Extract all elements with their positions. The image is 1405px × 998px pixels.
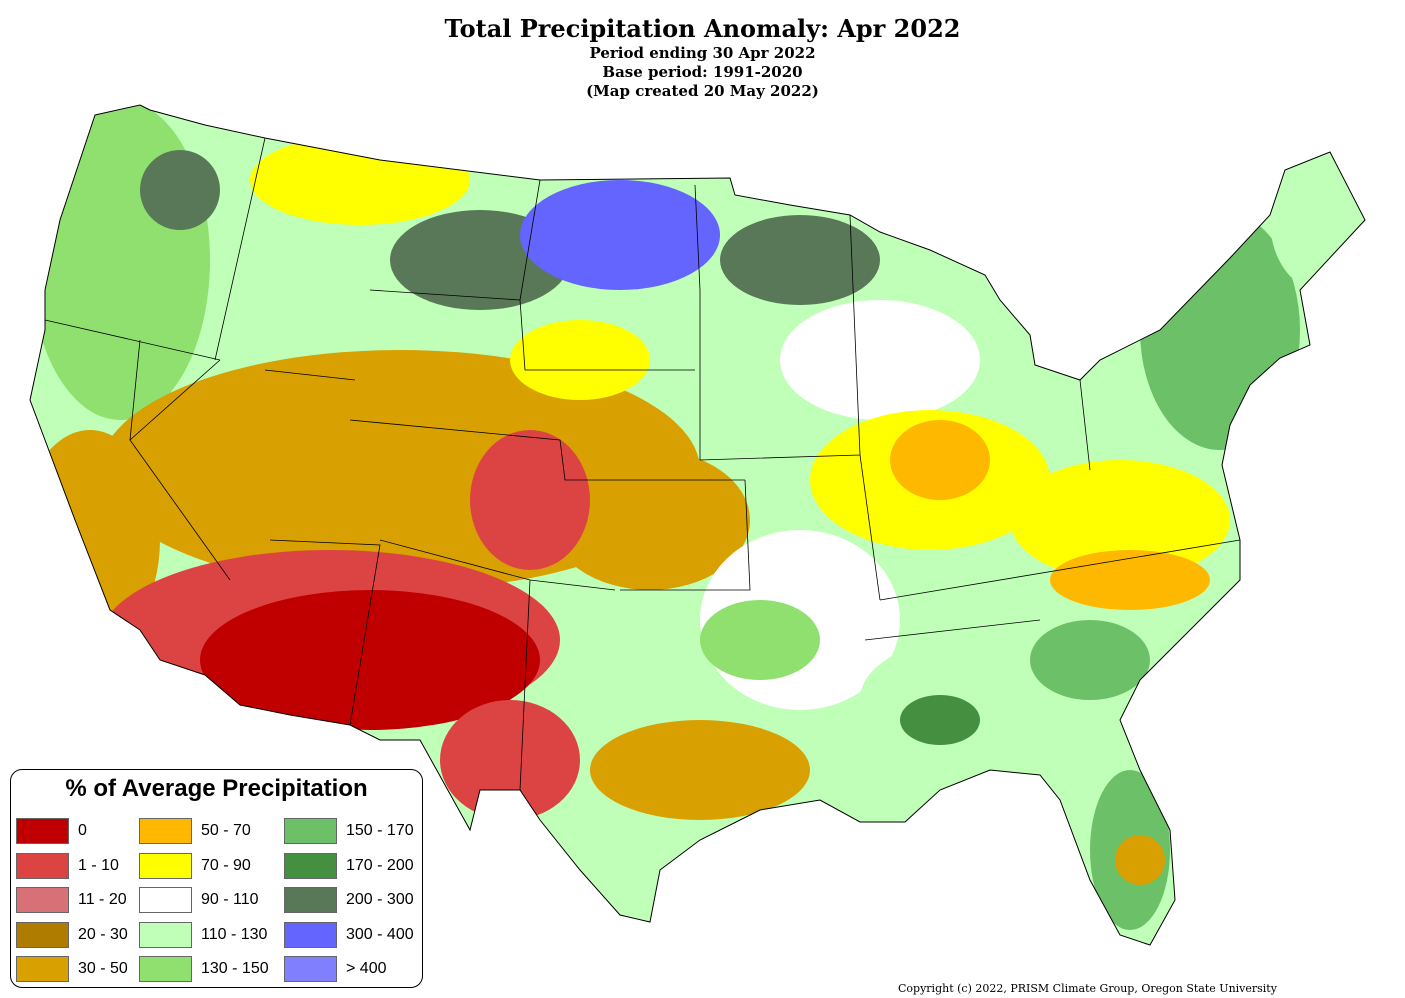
legend-swatch: [284, 956, 337, 982]
legend-label: 170 - 200: [346, 856, 414, 874]
legend-item: 170 - 200: [284, 852, 414, 879]
legend-swatch: [139, 887, 192, 913]
legend-label: 110 - 130: [201, 925, 268, 943]
legend-swatch: [284, 852, 337, 879]
legend-label: 20 - 30: [78, 925, 128, 943]
legend-item: 30 - 50: [16, 956, 128, 982]
legend-label: 150 - 170: [346, 822, 414, 839]
legend-item: 300 - 400: [284, 921, 414, 948]
legend-swatch: [284, 887, 337, 913]
legend-label: 130 - 150: [201, 960, 269, 977]
legend-label: 1 - 10: [78, 856, 119, 874]
legend-swatch: [16, 921, 69, 948]
legend-swatch: [139, 956, 192, 982]
legend-item: 0: [16, 818, 87, 844]
legend-item: 130 - 150: [139, 956, 269, 982]
legend-swatch: [16, 852, 69, 879]
map-created-date: (Map created 20 May 2022): [586, 82, 819, 100]
legend-item: 200 - 300: [284, 887, 414, 913]
legend-item: 150 - 170: [284, 818, 414, 844]
legend-swatch: [139, 818, 192, 844]
legend-item: 90 - 110: [139, 887, 259, 913]
legend-title: % of Average Precipitation: [65, 775, 368, 802]
legend-label: 0: [78, 822, 87, 839]
legend-item: 70 - 90: [139, 852, 251, 879]
legend-item: 11 - 20: [16, 887, 127, 913]
legend-swatch: [16, 818, 69, 844]
copyright: Copyright (c) 2022, PRISM Climate Group,…: [898, 982, 1277, 995]
legend-swatch: [284, 921, 337, 948]
legend-item: 50 - 70: [139, 818, 251, 844]
legend-item: > 400: [284, 956, 386, 982]
legend-label: 300 - 400: [346, 925, 414, 943]
state-borders: [44, 137, 1241, 791]
legend-item: 1 - 10: [16, 852, 119, 879]
legend-swatch: [16, 956, 69, 982]
legend-swatch: [139, 921, 192, 948]
legend-label: 200 - 300: [346, 891, 414, 908]
legend-item: 20 - 30: [16, 921, 128, 948]
legend-label: 11 - 20: [78, 891, 127, 908]
legend-swatch: [139, 852, 192, 879]
legend-label: 90 - 110: [201, 891, 259, 908]
legend-swatch: [284, 818, 337, 844]
base-period: Base period: 1991-2020: [602, 63, 803, 81]
period-ending: Period ending 30 Apr 2022: [589, 44, 816, 62]
legend-label: 50 - 70: [201, 822, 251, 839]
legend-label: 30 - 50: [78, 960, 128, 977]
legend-label: > 400: [346, 960, 387, 977]
legend-label: 70 - 90: [201, 856, 251, 874]
legend-item: 110 - 130: [139, 921, 268, 948]
legend-swatch: [16, 887, 69, 913]
legend: % of Average Precipitation 0 1 - 10 11 - 2…: [10, 769, 423, 988]
map-title: Total Precipitation Anomaly: Apr 2022: [444, 14, 961, 43]
